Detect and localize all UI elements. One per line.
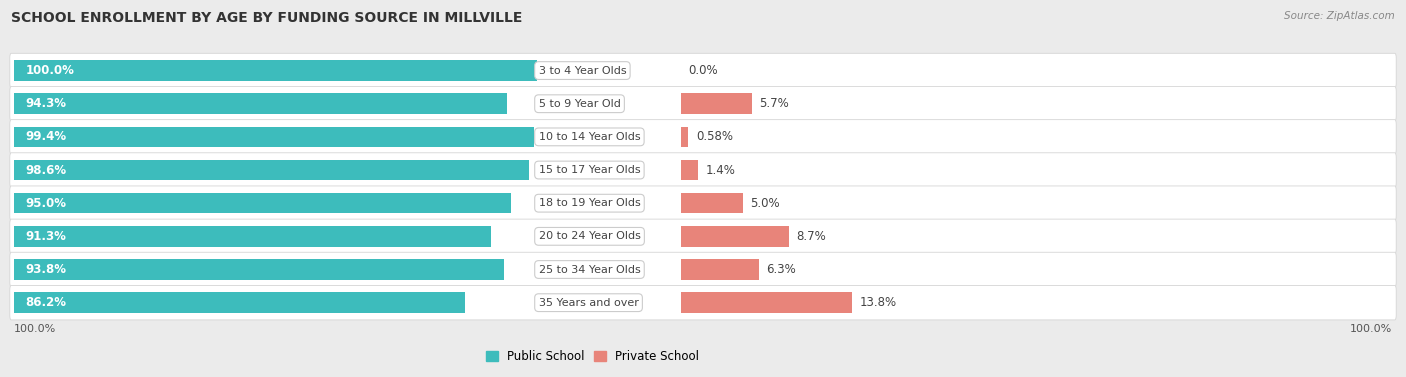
- Bar: [681, 93, 752, 114]
- Text: 86.2%: 86.2%: [25, 296, 66, 309]
- Text: Source: ZipAtlas.com: Source: ZipAtlas.com: [1284, 11, 1395, 21]
- Text: 91.3%: 91.3%: [25, 230, 66, 243]
- FancyBboxPatch shape: [10, 153, 1396, 187]
- Bar: [681, 160, 699, 180]
- Bar: [14, 259, 505, 280]
- FancyBboxPatch shape: [10, 86, 1396, 121]
- Bar: [14, 127, 533, 147]
- Bar: [681, 193, 742, 213]
- FancyBboxPatch shape: [10, 285, 1396, 320]
- Bar: [14, 193, 510, 213]
- Bar: [14, 293, 464, 313]
- Text: 3 to 4 Year Olds: 3 to 4 Year Olds: [538, 66, 626, 75]
- Text: 35 Years and over: 35 Years and over: [538, 298, 638, 308]
- Bar: [681, 226, 789, 247]
- Bar: [681, 293, 852, 313]
- Bar: [14, 160, 530, 180]
- Bar: [14, 93, 508, 114]
- Text: 94.3%: 94.3%: [25, 97, 66, 110]
- Bar: [14, 226, 491, 247]
- Text: SCHOOL ENROLLMENT BY AGE BY FUNDING SOURCE IN MILLVILLE: SCHOOL ENROLLMENT BY AGE BY FUNDING SOUR…: [11, 11, 523, 25]
- Text: 15 to 17 Year Olds: 15 to 17 Year Olds: [538, 165, 640, 175]
- Text: 5.7%: 5.7%: [759, 97, 789, 110]
- Text: 5.0%: 5.0%: [751, 197, 780, 210]
- Text: 13.8%: 13.8%: [859, 296, 897, 309]
- Text: 0.0%: 0.0%: [689, 64, 718, 77]
- FancyBboxPatch shape: [10, 219, 1396, 254]
- FancyBboxPatch shape: [10, 120, 1396, 154]
- Text: 18 to 19 Year Olds: 18 to 19 Year Olds: [538, 198, 640, 208]
- Text: 1.4%: 1.4%: [706, 164, 735, 176]
- Text: 100.0%: 100.0%: [25, 64, 75, 77]
- Legend: Public School, Private School: Public School, Private School: [481, 345, 704, 368]
- Text: 5 to 9 Year Old: 5 to 9 Year Old: [538, 99, 620, 109]
- FancyBboxPatch shape: [10, 186, 1396, 221]
- Text: 10 to 14 Year Olds: 10 to 14 Year Olds: [538, 132, 640, 142]
- Text: 0.58%: 0.58%: [696, 130, 733, 143]
- Text: 6.3%: 6.3%: [766, 263, 796, 276]
- Text: 95.0%: 95.0%: [25, 197, 66, 210]
- FancyBboxPatch shape: [10, 252, 1396, 287]
- Text: 100.0%: 100.0%: [14, 323, 56, 334]
- Text: 25 to 34 Year Olds: 25 to 34 Year Olds: [538, 265, 640, 274]
- Text: 93.8%: 93.8%: [25, 263, 66, 276]
- Text: 100.0%: 100.0%: [1350, 323, 1392, 334]
- Text: 99.4%: 99.4%: [25, 130, 66, 143]
- Text: 98.6%: 98.6%: [25, 164, 66, 176]
- Bar: [681, 259, 759, 280]
- Text: 8.7%: 8.7%: [796, 230, 825, 243]
- Text: 20 to 24 Year Olds: 20 to 24 Year Olds: [538, 231, 641, 241]
- Bar: [14, 60, 537, 81]
- Bar: [681, 127, 689, 147]
- FancyBboxPatch shape: [10, 53, 1396, 88]
